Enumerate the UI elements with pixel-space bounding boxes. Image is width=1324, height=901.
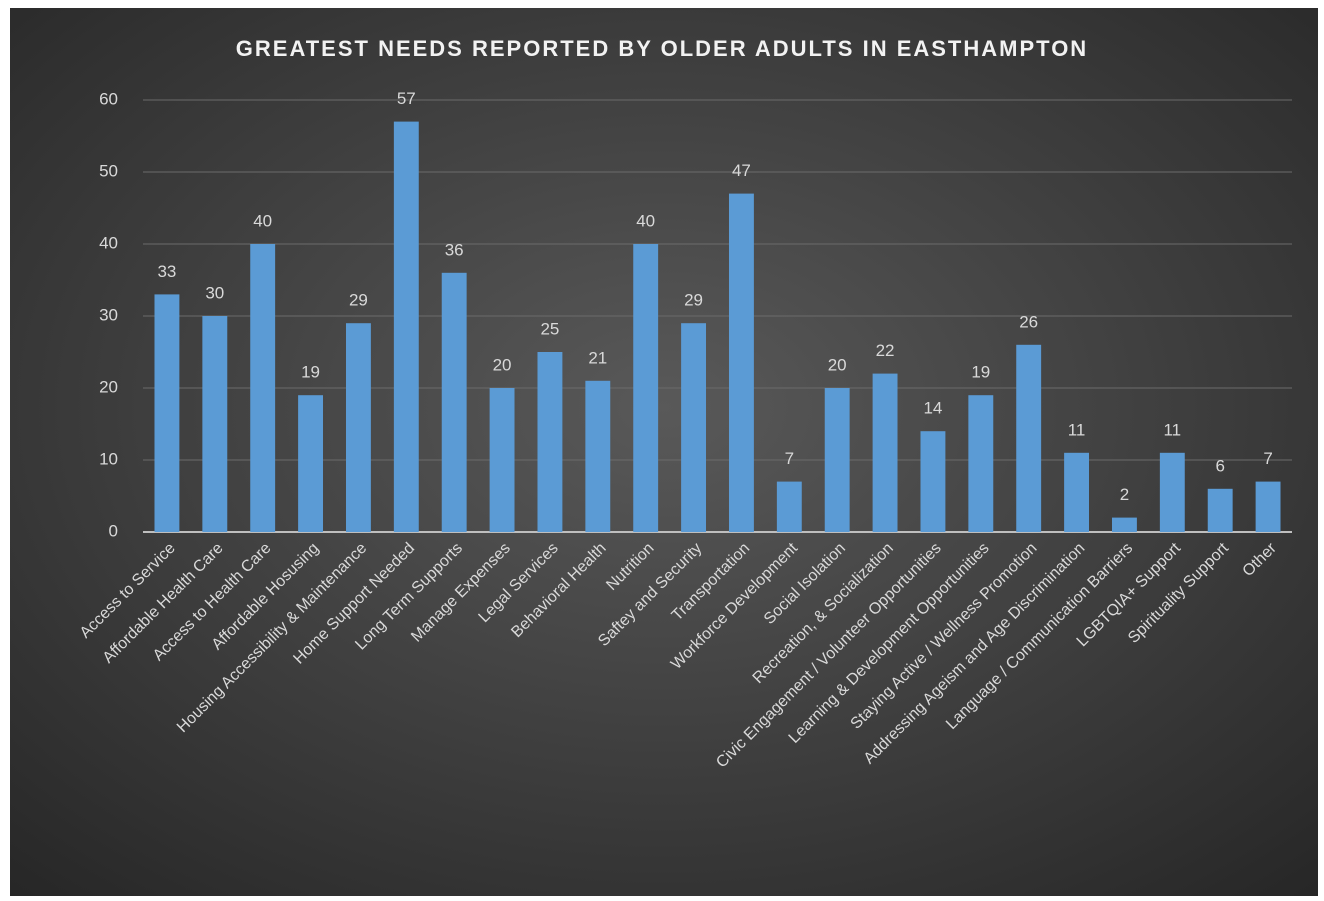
y-tick-label: 30 bbox=[99, 305, 118, 324]
value-label: 19 bbox=[301, 363, 320, 382]
value-label: 40 bbox=[636, 211, 655, 230]
bar bbox=[1207, 488, 1233, 532]
value-label: 36 bbox=[445, 240, 464, 259]
value-label: 25 bbox=[540, 319, 559, 338]
value-label: 20 bbox=[828, 355, 847, 374]
y-tick-label: 40 bbox=[99, 233, 118, 252]
bar bbox=[1255, 481, 1281, 532]
value-label: 29 bbox=[349, 291, 368, 310]
bar bbox=[633, 244, 659, 532]
value-label: 7 bbox=[785, 449, 794, 468]
value-label: 7 bbox=[1263, 449, 1272, 468]
bar bbox=[968, 395, 994, 532]
chart-title: GREATEST NEEDS REPORTED BY OLDER ADULTS … bbox=[236, 36, 1088, 61]
bar bbox=[393, 121, 419, 532]
bar bbox=[776, 481, 802, 532]
bar bbox=[202, 316, 228, 532]
bar bbox=[441, 272, 467, 532]
value-label: 33 bbox=[157, 262, 176, 281]
y-tick-label: 50 bbox=[99, 161, 118, 180]
bar bbox=[1016, 344, 1042, 532]
bar bbox=[824, 388, 850, 532]
bar bbox=[345, 323, 371, 532]
bar bbox=[1111, 517, 1137, 532]
value-label: 21 bbox=[588, 348, 607, 367]
value-label: 57 bbox=[397, 89, 416, 108]
value-label: 19 bbox=[971, 363, 990, 382]
bar bbox=[585, 380, 611, 532]
value-label: 30 bbox=[205, 283, 224, 302]
y-tick-label: 60 bbox=[99, 89, 118, 108]
value-label: 47 bbox=[732, 161, 751, 180]
bar bbox=[489, 388, 515, 532]
bar bbox=[1159, 452, 1185, 532]
chart-background bbox=[10, 8, 1318, 896]
y-tick-label: 0 bbox=[109, 521, 118, 540]
y-tick-label: 20 bbox=[99, 377, 118, 396]
value-label: 29 bbox=[684, 291, 703, 310]
bar bbox=[681, 323, 707, 532]
value-label: 2 bbox=[1120, 485, 1129, 504]
bar bbox=[872, 373, 898, 532]
bar bbox=[250, 244, 276, 532]
value-label: 11 bbox=[1068, 420, 1086, 439]
bar bbox=[154, 294, 180, 532]
y-tick-label: 10 bbox=[99, 449, 118, 468]
value-label: 20 bbox=[493, 355, 512, 374]
bar bbox=[920, 431, 946, 532]
value-label: 6 bbox=[1215, 456, 1224, 475]
value-label: 22 bbox=[876, 341, 895, 360]
value-label: 40 bbox=[253, 211, 272, 230]
bar bbox=[1064, 452, 1090, 532]
bar bbox=[298, 395, 324, 532]
bar bbox=[728, 193, 754, 532]
value-label: 26 bbox=[1019, 312, 1038, 331]
value-label: 11 bbox=[1163, 420, 1181, 439]
bar bbox=[537, 352, 563, 532]
value-label: 14 bbox=[923, 399, 942, 418]
